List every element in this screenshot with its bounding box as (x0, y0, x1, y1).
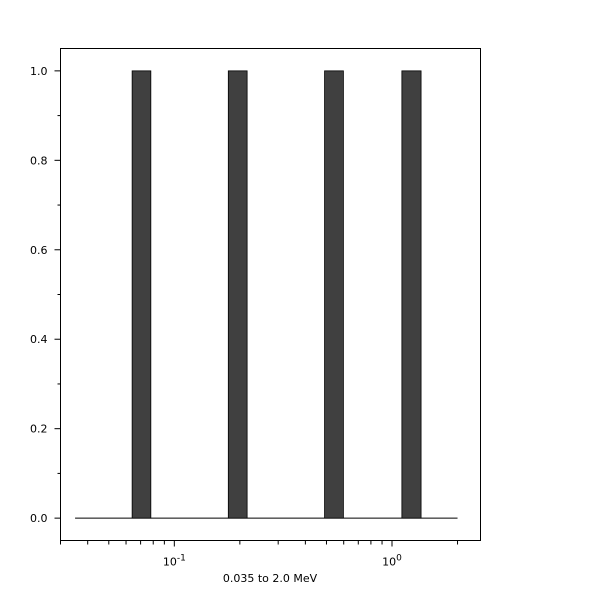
bar-1 (227, 70, 248, 519)
y-tick-label: 0.0 (30, 512, 48, 525)
x-axis-label: 0.035 to 2.0 MeV (223, 572, 318, 585)
y-tick-label: 0.2 (30, 423, 48, 436)
y-tick-label: 0.6 (30, 244, 48, 257)
y-tick-label: 0.8 (30, 154, 48, 167)
bar-3 (401, 70, 422, 519)
bar-0 (131, 70, 152, 519)
bar-2 (324, 70, 344, 519)
y-tick-label: 1.0 (30, 65, 48, 78)
x-tick-label: 100 (382, 554, 402, 569)
y-tick-label: 0.4 (30, 333, 48, 346)
x-tick-label: 10-1 (163, 554, 186, 569)
